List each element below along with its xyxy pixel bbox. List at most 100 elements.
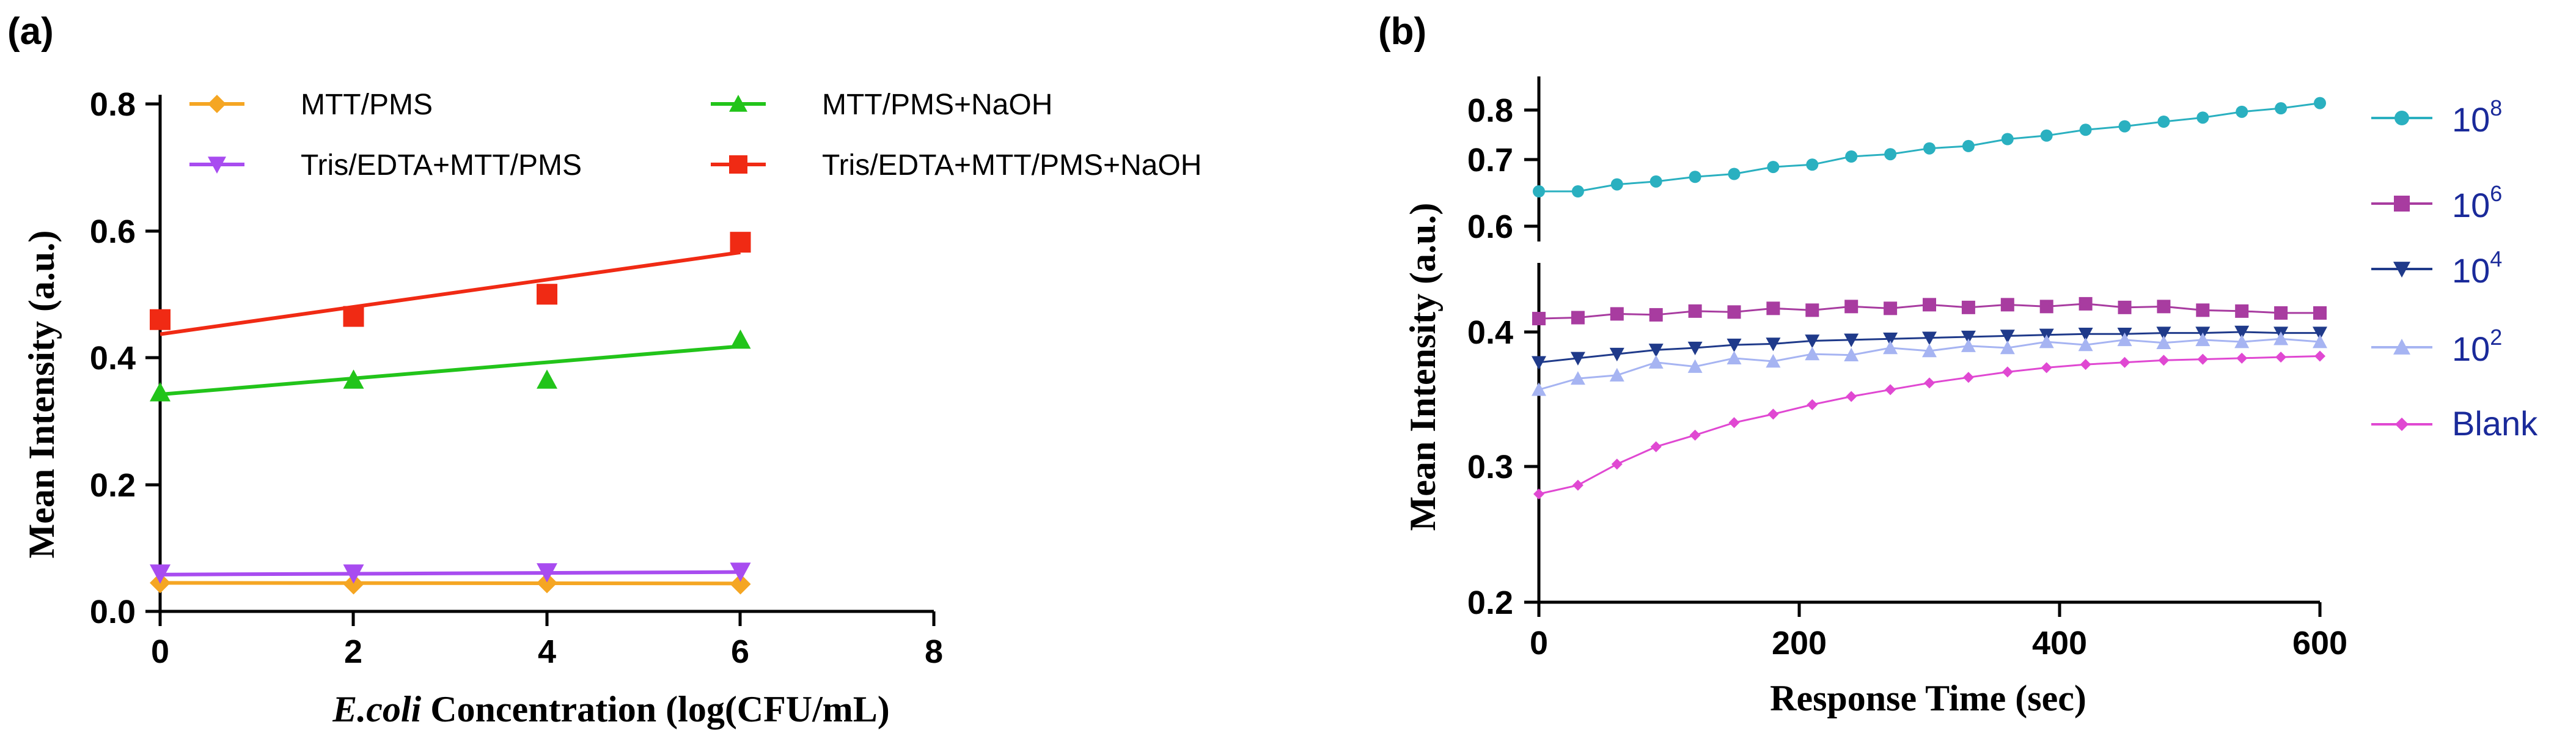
data-point xyxy=(343,306,364,327)
data-point xyxy=(537,284,557,305)
legend-entry-10-2: 102 xyxy=(2371,325,2502,368)
data-point xyxy=(2195,332,2211,347)
data-point xyxy=(730,329,751,349)
panel-a-y-tick-label: 0.4 xyxy=(90,340,136,377)
data-point xyxy=(1767,161,1780,174)
data-point xyxy=(1846,391,1857,402)
panel-b-x-tick-label: 600 xyxy=(2292,625,2347,662)
panel-a-legend: MTT/PMS MTT/PMS+NaOH Tris/EDTA+MTT/PMS T… xyxy=(189,89,1202,182)
data-point xyxy=(2119,356,2130,368)
series-line xyxy=(1538,355,2321,495)
panel-b-label: (b) xyxy=(1378,10,1426,53)
data-point xyxy=(2041,362,2052,374)
data-point xyxy=(2000,330,2015,344)
data-point xyxy=(1609,347,1624,362)
panel-b-y-tick-label: 0.6 xyxy=(1467,208,1513,245)
data-point xyxy=(2078,337,2093,352)
data-point xyxy=(1648,344,1664,358)
data-point xyxy=(150,382,171,402)
data-point xyxy=(1610,178,1623,191)
data-point xyxy=(2274,306,2288,320)
data-point xyxy=(1961,300,1975,314)
data-point xyxy=(343,369,364,389)
data-point xyxy=(537,563,557,583)
data-point xyxy=(2236,105,2248,118)
data-point xyxy=(1610,307,1624,321)
legend-entry-10-6: 106 xyxy=(2371,181,2502,224)
data-point xyxy=(1532,382,1546,396)
panel-b-plot-area xyxy=(1532,97,2327,499)
data-point xyxy=(2235,304,2249,318)
data-point xyxy=(1572,479,1583,491)
data-point xyxy=(2314,350,2325,362)
panel-a-y-tick-label: 0.6 xyxy=(90,213,136,250)
panel-a-y-tick-label: 0.0 xyxy=(90,594,136,630)
legend-entry-tris-edta-mtt-pms-naoh: Tris/EDTA+MTT/PMS+NaOH xyxy=(711,149,1202,182)
legend-swatch-marker xyxy=(2393,339,2410,355)
data-point xyxy=(150,309,171,330)
legend-label-10-6: 106 xyxy=(2452,181,2502,224)
legend-entry-mtt-pms: MTT/PMS xyxy=(189,89,433,121)
data-point xyxy=(1844,333,1859,347)
data-point xyxy=(1766,301,1780,315)
panel-b-y-ticks: 0.6 0.7 0.8 0.2 0.3 0.4 xyxy=(1467,92,1539,621)
legend-label-10-8: 108 xyxy=(2452,95,2502,139)
data-point xyxy=(537,369,557,389)
data-point xyxy=(150,564,171,584)
data-point xyxy=(730,562,751,582)
data-point xyxy=(1570,352,1585,366)
data-point xyxy=(2313,334,2327,348)
data-point xyxy=(1728,168,1741,180)
data-point xyxy=(2118,300,2132,314)
data-point xyxy=(2156,326,2171,341)
legend-label-mtt-pms-naoh: MTT/PMS+NaOH xyxy=(822,89,1052,121)
data-point xyxy=(2314,97,2326,109)
panel-a-x-tick-label: 8 xyxy=(925,633,943,670)
legend-label-exponent: 8 xyxy=(2490,95,2502,120)
panel-b-y-tick-label: 0.3 xyxy=(1467,449,1513,485)
legend-swatch-marker xyxy=(208,95,226,113)
legend-label-exponent: 4 xyxy=(2490,246,2502,271)
legend-label-base: 10 xyxy=(2452,100,2490,139)
data-point xyxy=(730,573,751,595)
data-point xyxy=(1922,344,1937,358)
data-point xyxy=(1924,377,1935,389)
data-point xyxy=(1766,353,1781,368)
data-point xyxy=(1571,185,1584,197)
data-point xyxy=(1883,341,1898,355)
data-point xyxy=(2234,325,2250,339)
data-point xyxy=(1962,372,1974,383)
data-point xyxy=(1532,312,1546,326)
data-point xyxy=(1727,305,1741,319)
data-point xyxy=(1649,175,1662,188)
legend-swatch-marker xyxy=(729,95,747,112)
data-point xyxy=(1571,311,1585,325)
data-point xyxy=(1687,341,1703,356)
panel-b-y-tick-label: 0.4 xyxy=(1467,314,1513,351)
data-point xyxy=(1767,408,1779,420)
data-point xyxy=(1805,347,1820,361)
data-point xyxy=(2196,303,2210,317)
panel-b-x-tick-label: 400 xyxy=(2032,625,2087,662)
data-point xyxy=(1805,334,1820,348)
data-point xyxy=(1727,338,1742,353)
legend-label-blank: Blank xyxy=(2452,404,2538,443)
legend-label-10-4: 104 xyxy=(2452,246,2502,290)
data-point xyxy=(2275,352,2287,363)
data-point xyxy=(2196,111,2209,124)
data-point xyxy=(1845,150,1858,163)
fit-line xyxy=(160,250,741,336)
data-point xyxy=(2080,359,2091,370)
data-point xyxy=(1689,429,1701,441)
legend-entry-blank: Blank xyxy=(2371,404,2538,443)
legend-label-exponent: 2 xyxy=(2490,325,2502,350)
data-point xyxy=(1728,417,1740,429)
data-point xyxy=(2117,332,2132,347)
panel-a-x-tick-label: 2 xyxy=(344,633,362,670)
panel-b-y-tick-label: 0.7 xyxy=(1467,142,1513,179)
panel-b-y-tick-label: 0.2 xyxy=(1467,584,1513,621)
data-point xyxy=(1609,367,1624,382)
panel-b-x-axis-title: Response Time (sec) xyxy=(1770,678,2086,718)
legend-label-tris-edta-mtt-pms-naoh: Tris/EDTA+MTT/PMS+NaOH xyxy=(822,149,1202,182)
